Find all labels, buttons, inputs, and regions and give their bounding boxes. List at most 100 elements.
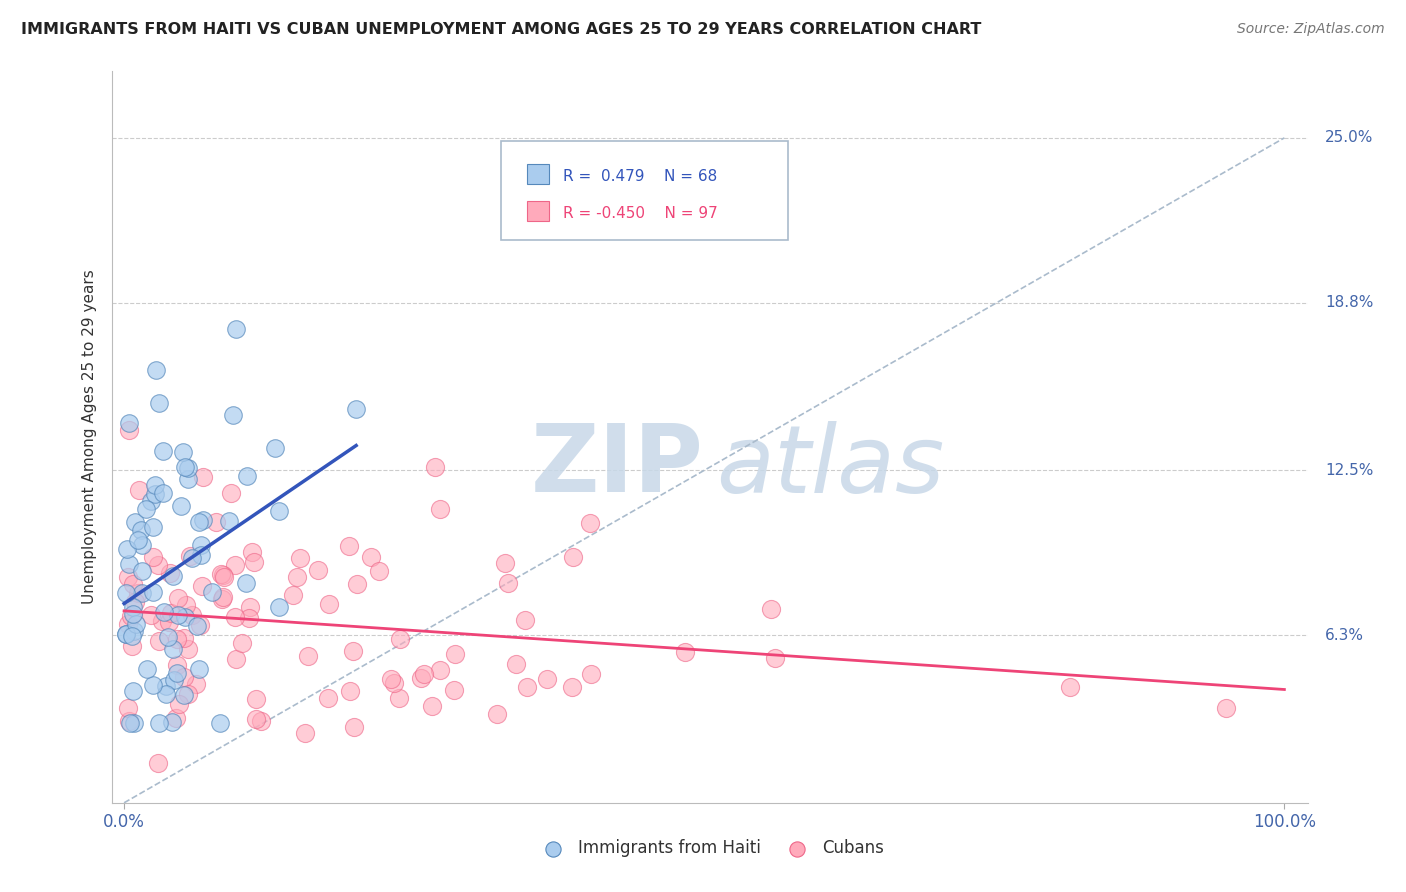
Point	[118, 714, 141, 728]
Point	[443, 647, 465, 661]
Point	[281, 588, 304, 602]
Point	[297, 648, 319, 663]
Point	[579, 516, 602, 531]
Point	[420, 699, 443, 714]
FancyBboxPatch shape	[527, 201, 548, 221]
Point	[166, 711, 188, 725]
Point	[231, 635, 253, 649]
Point	[146, 756, 169, 770]
Point	[240, 544, 263, 558]
Point	[160, 606, 183, 620]
Point	[118, 424, 141, 438]
Point	[763, 651, 786, 665]
Y-axis label: Unemployment Among Ages 25 to 29 years: Unemployment Among Ages 25 to 29 years	[82, 269, 97, 605]
Point	[148, 396, 170, 410]
Point	[219, 486, 242, 500]
Point	[239, 600, 262, 615]
Point	[269, 504, 291, 518]
Point	[177, 472, 200, 486]
Point	[288, 550, 311, 565]
Point	[186, 619, 208, 633]
Point	[117, 701, 139, 715]
Point	[162, 642, 184, 657]
Point	[131, 538, 153, 552]
FancyBboxPatch shape	[527, 164, 548, 184]
Point	[117, 616, 139, 631]
Point	[388, 632, 411, 646]
Point	[212, 590, 235, 604]
Point	[236, 468, 259, 483]
Point	[235, 576, 257, 591]
Point	[443, 683, 465, 698]
Point	[155, 687, 177, 701]
Point	[225, 322, 247, 336]
Text: 12.5%: 12.5%	[1324, 463, 1374, 478]
Point	[245, 692, 267, 706]
Text: atlas: atlas	[716, 421, 945, 512]
Text: R =  0.479    N = 68: R = 0.479 N = 68	[562, 169, 717, 184]
Point	[131, 586, 153, 600]
Point	[360, 550, 382, 565]
Point	[115, 541, 138, 556]
Point	[167, 591, 190, 605]
Point	[115, 586, 138, 600]
Point	[148, 634, 170, 648]
Point	[209, 567, 232, 582]
Point	[225, 652, 247, 666]
Point	[170, 499, 193, 513]
Text: IMMIGRANTS FROM HAITI VS CUBAN UNEMPLOYMENT AMONG AGES 25 TO 29 YEARS CORRELATIO: IMMIGRANTS FROM HAITI VS CUBAN UNEMPLOYM…	[21, 22, 981, 37]
Text: 25.0%: 25.0%	[1324, 130, 1374, 145]
Point	[162, 569, 184, 583]
Point	[181, 551, 204, 566]
Point	[184, 677, 207, 691]
Point	[150, 614, 173, 628]
Point	[142, 549, 165, 564]
Point	[120, 609, 142, 624]
Point	[409, 671, 432, 685]
Point	[250, 714, 273, 728]
Point	[201, 584, 224, 599]
Point	[1059, 681, 1081, 695]
Point	[346, 576, 368, 591]
Point	[380, 672, 402, 686]
Point	[561, 681, 583, 695]
Point	[307, 563, 329, 577]
Point	[173, 688, 195, 702]
Point	[536, 673, 558, 687]
Point	[264, 442, 287, 456]
Point	[139, 494, 162, 508]
Point	[167, 608, 190, 623]
Text: R = -0.450    N = 97: R = -0.450 N = 97	[562, 206, 718, 221]
Text: ZIP: ZIP	[531, 420, 704, 512]
Text: 18.8%: 18.8%	[1324, 295, 1374, 310]
Point	[148, 716, 170, 731]
Point	[145, 487, 167, 501]
Point	[166, 665, 188, 680]
Point	[429, 663, 451, 677]
Point	[224, 558, 246, 572]
Point	[285, 570, 308, 584]
Point	[294, 726, 316, 740]
Point	[167, 698, 190, 712]
Point	[191, 470, 214, 484]
Point	[759, 601, 782, 615]
Point	[1215, 701, 1237, 715]
Point	[173, 610, 195, 624]
Point	[142, 520, 165, 534]
Point	[129, 523, 152, 537]
Point	[190, 548, 212, 562]
Point	[486, 707, 509, 722]
Point	[190, 578, 212, 592]
Point	[187, 516, 209, 530]
Point	[214, 570, 236, 584]
Point	[188, 617, 211, 632]
Point	[152, 605, 174, 619]
Point	[121, 684, 143, 698]
Point	[413, 667, 436, 681]
Point	[118, 416, 141, 430]
Point	[127, 533, 149, 547]
Point	[173, 632, 195, 646]
Point	[222, 408, 245, 422]
Point	[224, 610, 246, 624]
Point	[337, 539, 360, 553]
